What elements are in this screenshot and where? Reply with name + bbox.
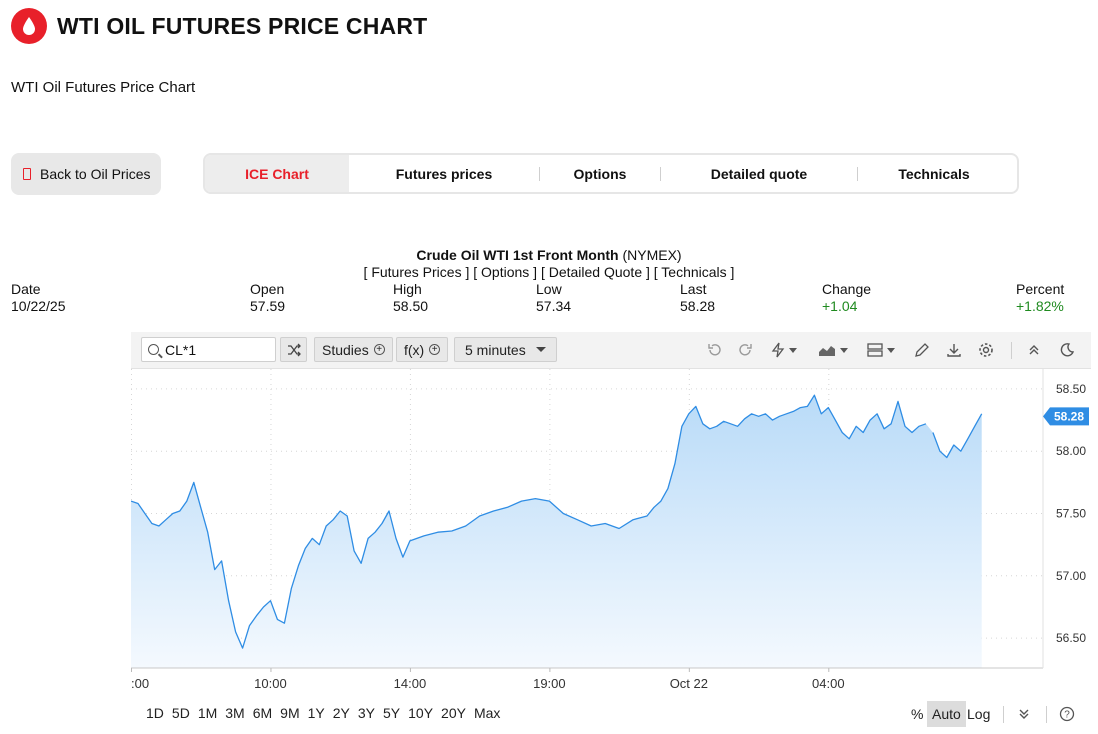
layout-icon[interactable] bbox=[867, 340, 895, 360]
last-price-badge bbox=[1043, 407, 1089, 426]
low-value: 57.34 bbox=[536, 298, 572, 314]
period-selector: 1D 5D 1M 3M 6M 9M 1Y 2Y 3Y 5Y 10Y 20Y Max bbox=[146, 705, 508, 721]
shuffle-icon bbox=[287, 343, 301, 356]
last-label: Last bbox=[680, 281, 707, 297]
price-line bbox=[932, 413, 983, 459]
tab-divider bbox=[539, 166, 540, 181]
studies-label: Studies bbox=[322, 341, 369, 358]
high-value: 58.50 bbox=[393, 298, 429, 314]
back-icon bbox=[23, 168, 31, 180]
undo-icon[interactable] bbox=[706, 340, 722, 360]
page-subtitle: WTI Oil Futures Price Chart bbox=[11, 79, 196, 96]
log-scale-button[interactable]: Log bbox=[967, 706, 991, 722]
footer-divider bbox=[1003, 706, 1004, 723]
price-chart[interactable]: :00 10:00 14:00 19:00 Oct 22 04:00 58.50 58.00… bbox=[131, 369, 1091, 694]
page-header: WTI OIL FUTURES PRICE CHART bbox=[11, 8, 427, 44]
period-1d[interactable]: 1D bbox=[146, 705, 164, 721]
settings-icon[interactable] bbox=[978, 340, 994, 360]
period-3y[interactable]: 3Y bbox=[357, 705, 375, 721]
date-value: 10/22/25 bbox=[11, 298, 66, 314]
period-6m[interactable]: 6M bbox=[252, 705, 273, 721]
y-tick-label: 56.50 bbox=[1056, 631, 1086, 645]
y-tick-label: 57.00 bbox=[1056, 569, 1086, 583]
interval-label: 5 minutes bbox=[465, 341, 526, 358]
search-icon bbox=[148, 344, 159, 355]
page-title: WTI OIL FUTURES PRICE CHART bbox=[57, 12, 428, 39]
period-3m[interactable]: 3M bbox=[225, 705, 245, 721]
period-10y[interactable]: 10Y bbox=[408, 705, 434, 721]
tab-ice-chart[interactable]: ICE Chart bbox=[205, 155, 349, 192]
period-5y[interactable]: 5Y bbox=[383, 705, 401, 721]
period-2y[interactable]: 2Y bbox=[332, 705, 350, 721]
period-20y[interactable]: 20Y bbox=[441, 705, 466, 721]
flash-icon[interactable] bbox=[771, 340, 797, 360]
low-label: Low bbox=[536, 281, 562, 297]
x-tick-label: 04:00 bbox=[812, 676, 845, 691]
tab-divider bbox=[857, 166, 858, 181]
plus-icon: + bbox=[373, 344, 385, 355]
pencil-icon[interactable] bbox=[914, 340, 930, 360]
chart-tabs: ICE Chart Futures prices Options Detaile… bbox=[203, 153, 1019, 194]
y-tick-label: 57.50 bbox=[1056, 507, 1086, 521]
interval-select[interactable]: 5 minutes bbox=[454, 337, 557, 362]
footer-divider bbox=[1046, 706, 1047, 723]
percent-value: +1.82% bbox=[1016, 298, 1064, 314]
chart-toolbar: Studies + f(x) + 5 minutes bbox=[131, 332, 1091, 369]
percent-scale-button[interactable]: % bbox=[911, 706, 924, 722]
y-tick-label: 58.50 bbox=[1056, 382, 1086, 396]
period-1y[interactable]: 1Y bbox=[307, 705, 325, 721]
price-area bbox=[131, 395, 982, 668]
high-label: High bbox=[393, 281, 422, 297]
period-5d[interactable]: 5D bbox=[171, 705, 190, 721]
toolbar-divider bbox=[1011, 342, 1012, 359]
instrument-exchange: (NYMEX) bbox=[622, 247, 682, 263]
studies-button[interactable]: Studies + bbox=[314, 337, 393, 362]
period-max[interactable]: Max bbox=[473, 705, 501, 721]
tab-technicals[interactable]: Technicals bbox=[898, 165, 970, 182]
instrument-name: Crude Oil WTI 1st Front Month bbox=[416, 247, 619, 263]
x-tick-label: :00 bbox=[131, 676, 149, 691]
download-icon[interactable] bbox=[946, 340, 962, 360]
y-tick-label: 58.00 bbox=[1056, 444, 1086, 458]
back-to-oil-prices-button[interactable]: Back to Oil Prices bbox=[11, 153, 161, 195]
compare-button[interactable] bbox=[280, 337, 307, 362]
dark-mode-icon[interactable] bbox=[1059, 340, 1075, 360]
svg-text:?: ? bbox=[1064, 710, 1070, 721]
change-label: Change bbox=[822, 281, 872, 297]
open-value: 57.59 bbox=[250, 298, 286, 314]
oil-drop-icon bbox=[11, 8, 47, 44]
symbol-search[interactable] bbox=[141, 337, 276, 362]
price-line bbox=[131, 394, 927, 649]
fx-label: f(x) bbox=[404, 341, 425, 358]
percent-label: Percent bbox=[1016, 281, 1065, 297]
instrument-links[interactable]: [ Futures Prices ] [ Options ] [ Detaile… bbox=[363, 264, 735, 280]
chevron-down-icon bbox=[535, 347, 546, 352]
help-icon[interactable]: ? bbox=[1059, 701, 1075, 727]
redo-icon[interactable] bbox=[738, 340, 754, 360]
tab-futures-prices[interactable]: Futures prices bbox=[395, 165, 493, 182]
period-9m[interactable]: 9M bbox=[280, 705, 300, 721]
x-tick-label: 19:00 bbox=[533, 676, 566, 691]
symbol-input[interactable] bbox=[165, 341, 265, 358]
tab-divider bbox=[660, 166, 661, 181]
back-button-label: Back to Oil Prices bbox=[40, 166, 151, 182]
tab-detailed-quote[interactable]: Detailed quote bbox=[710, 165, 808, 182]
auto-scale-button[interactable]: Auto bbox=[927, 701, 966, 727]
x-tick-label: 14:00 bbox=[394, 676, 427, 691]
date-label: Date bbox=[11, 281, 41, 297]
tab-options[interactable]: Options bbox=[573, 165, 627, 182]
period-1m[interactable]: 1M bbox=[197, 705, 218, 721]
last-price-label: 58.28 bbox=[1054, 409, 1084, 423]
change-value: +1.04 bbox=[822, 298, 858, 314]
chart-type-icon[interactable] bbox=[818, 340, 848, 360]
instrument-title: Crude Oil WTI 1st Front Month (NYMEX) bbox=[0, 247, 1098, 263]
plus-icon: + bbox=[429, 344, 441, 355]
x-tick-label: Oct 22 bbox=[670, 676, 708, 691]
last-value: 58.28 bbox=[680, 298, 716, 314]
x-tick-label: 10:00 bbox=[254, 676, 287, 691]
fx-button[interactable]: f(x) + bbox=[396, 337, 449, 362]
expand-icon[interactable] bbox=[1017, 701, 1031, 727]
open-label: Open bbox=[250, 281, 285, 297]
collapse-icon[interactable] bbox=[1027, 340, 1041, 360]
